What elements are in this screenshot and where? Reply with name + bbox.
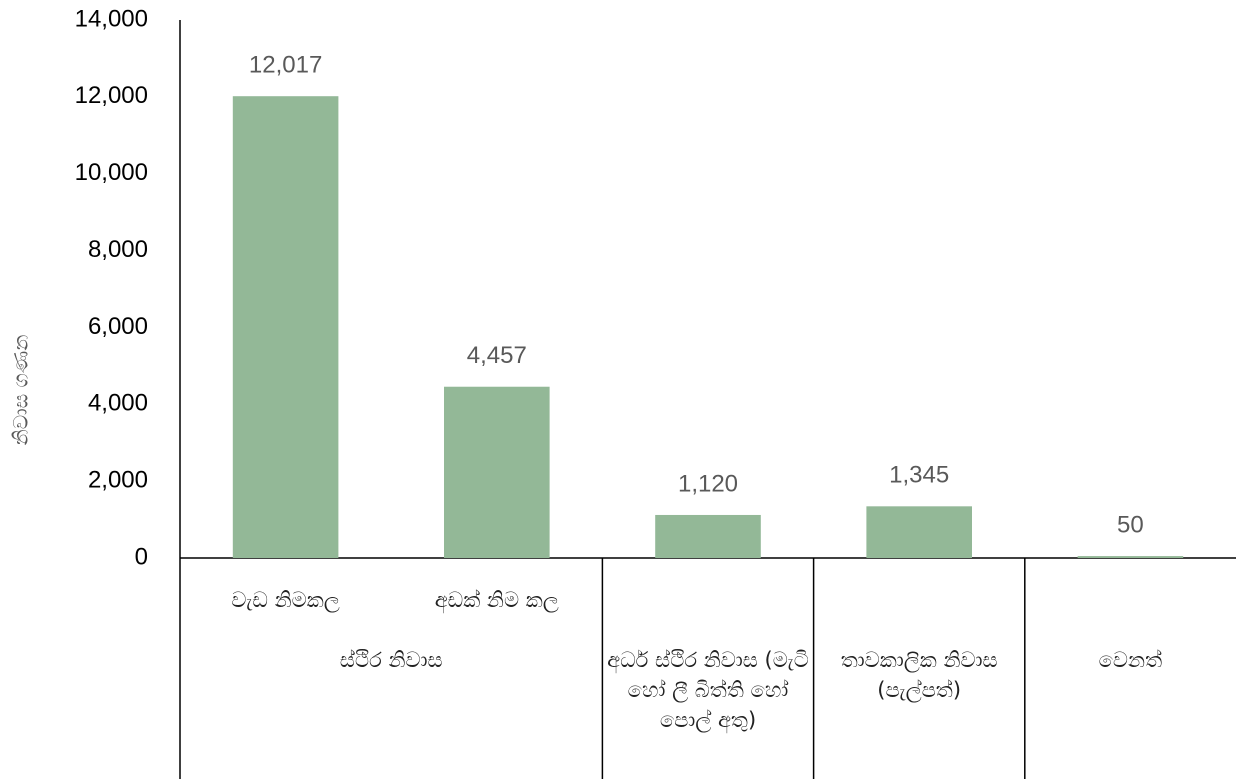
- y-tick-label: 14,000: [75, 5, 148, 32]
- data-label: 1,120: [678, 470, 738, 497]
- y-tick-label: 12,000: [75, 82, 148, 109]
- x-tick-label: තාවකාලික නිවාස (පැල්පත්): [840, 648, 998, 702]
- y-tick-label: 8,000: [88, 236, 148, 263]
- data-label: 1,345: [889, 462, 949, 489]
- bar: [655, 514, 761, 558]
- y-tick-label: 0: [135, 543, 148, 570]
- group-label: ස්ථිර නිවාස: [339, 648, 443, 672]
- bar: [444, 386, 550, 558]
- bar: [232, 96, 339, 558]
- x-tick-label: වෙනත්: [1098, 648, 1163, 672]
- data-label: 12,017: [249, 52, 322, 79]
- y-tick-label: 10,000: [75, 159, 148, 186]
- data-label: 4,457: [467, 342, 527, 369]
- x-tick-label: වැඩ නිමකල: [231, 588, 340, 612]
- bar: [1077, 556, 1184, 558]
- bar: [866, 506, 972, 558]
- y-axis-label: නිවාස ගණන: [9, 335, 33, 446]
- y-tick-label: 2,000: [88, 466, 148, 493]
- y-tick-label: 6,000: [88, 313, 148, 340]
- x-tick-label: අර්ධ ස්ථිර නිවාස (මැටි හෝ ලී බිත්ති හෝ ප…: [607, 648, 809, 732]
- data-label: 50: [1117, 511, 1144, 538]
- x-tick-label: අඩක් නිම කල: [434, 588, 559, 612]
- y-tick-label: 4,000: [88, 390, 148, 417]
